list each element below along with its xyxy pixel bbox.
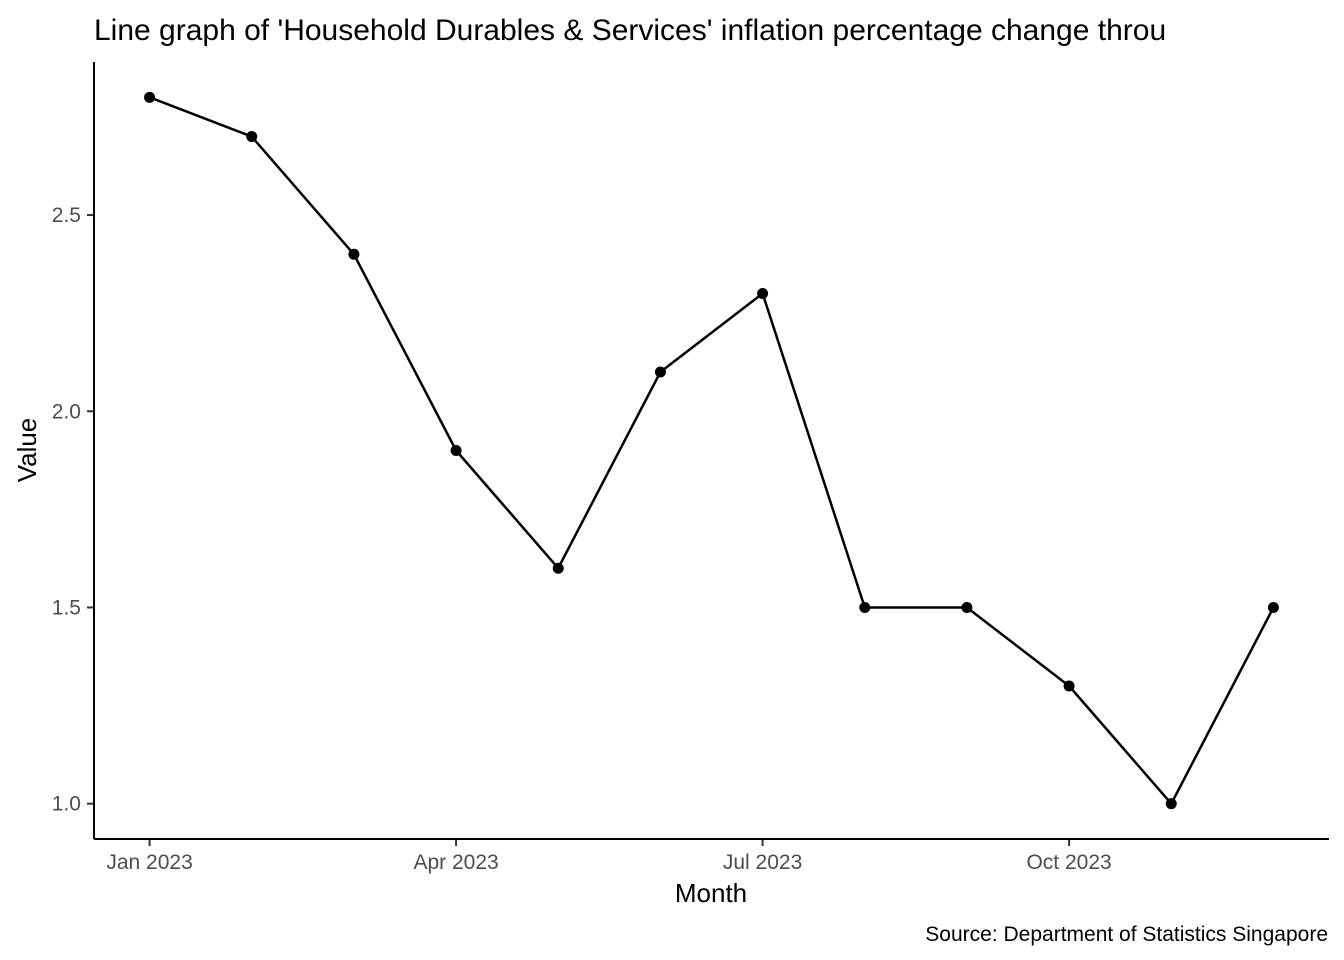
series-line: [149, 96, 1275, 805]
chart-caption: Source: Department of Statistics Singapo…: [925, 923, 1328, 946]
data-point: [654, 366, 666, 378]
data-point: [859, 601, 871, 613]
data-point: [348, 248, 360, 260]
y-tick-label: 2.0: [52, 400, 81, 423]
data-point: [1165, 798, 1177, 810]
data-point: [450, 445, 462, 456]
y-axis-ticks: 1.0 1.5 2.0 2.5: [52, 204, 94, 816]
data-point: [961, 601, 973, 613]
data-point: [552, 562, 564, 574]
data-point: [757, 288, 769, 300]
series-group: [144, 91, 1279, 810]
x-tick-label: Jul 2023: [723, 851, 802, 874]
data-point: [1063, 680, 1075, 692]
x-axis-title: Month: [675, 878, 747, 908]
chart-title: Line graph of 'Household Durables & Serv…: [94, 14, 1166, 47]
x-axis-ticks: Jan 2023 Apr 2023 Jul 2023 Oct 2023: [106, 839, 1112, 874]
data-point: [144, 91, 156, 103]
x-tick-label: Oct 2023: [1026, 851, 1111, 874]
data-point: [246, 131, 258, 143]
y-tick-label: 1.0: [52, 793, 81, 816]
x-tick-label: Jan 2023: [106, 851, 192, 874]
data-point: [1267, 601, 1279, 613]
x-tick-label: Apr 2023: [413, 851, 498, 874]
y-axis-title: Value: [12, 418, 42, 483]
y-tick-label: 2.5: [52, 204, 81, 227]
y-tick-label: 1.5: [52, 596, 81, 619]
